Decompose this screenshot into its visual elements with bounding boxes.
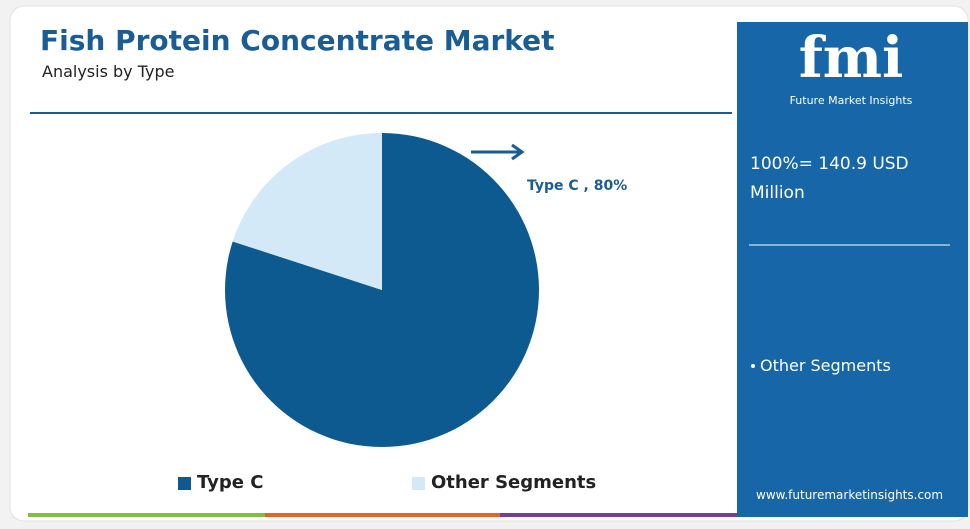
bullet xyxy=(751,364,755,368)
legend-label: Type C xyxy=(197,472,264,493)
side-panel xyxy=(737,22,968,516)
website: www.futuremarketinsights.com xyxy=(756,488,944,502)
stripe xyxy=(737,513,968,517)
logo: fmi xyxy=(798,25,904,91)
arrow-head xyxy=(511,143,525,161)
pie-slice xyxy=(232,133,382,290)
stripe xyxy=(500,513,737,517)
data-label: Type C , 80% xyxy=(527,178,628,194)
subtitle: Analysis by Type xyxy=(42,62,175,81)
panel-segment: Other Segments xyxy=(760,356,891,375)
legend-swatch xyxy=(412,477,425,490)
legend-label: Other Segments xyxy=(431,472,597,493)
brand: Future Market Insights xyxy=(789,94,913,107)
chart-title: Fish Protein Concentrate Market xyxy=(40,24,555,57)
stripe xyxy=(265,513,500,517)
total-label: 100%= 140.9 USD Million xyxy=(750,154,909,203)
legend-swatch xyxy=(178,477,191,490)
stripe xyxy=(28,513,265,517)
